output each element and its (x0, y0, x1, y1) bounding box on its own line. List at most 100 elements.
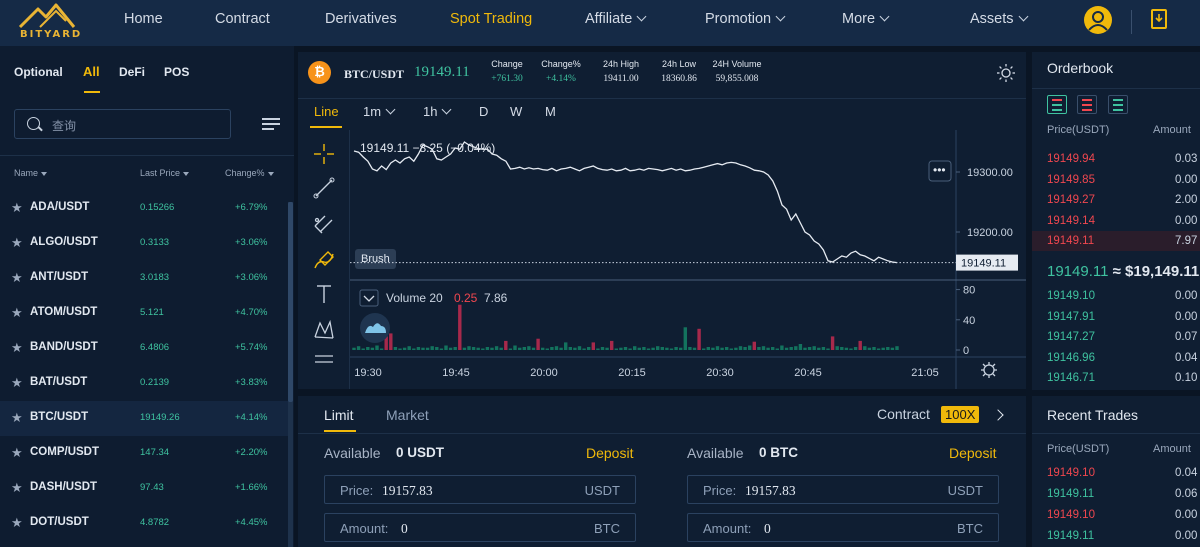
col-change[interactable]: Change% (225, 168, 274, 178)
orderbook-both-view-icon[interactable] (1047, 95, 1067, 114)
price-chart[interactable]: 19300.00 19200.00 19149.11 80 40 0 19:30 19:45 2… (350, 130, 1026, 389)
star-icon[interactable]: ★ (11, 411, 23, 426)
market-row[interactable]: ★ DOT/USDT 4.8782 +4.45% (0, 506, 288, 541)
fork-tool-icon[interactable] (312, 212, 336, 236)
crosshair-icon[interactable] (312, 142, 336, 166)
measure-tool-icon[interactable] (312, 350, 336, 374)
star-icon[interactable]: ★ (11, 201, 23, 216)
buy-deposit-link[interactable]: Deposit (586, 445, 634, 461)
sell-price-input[interactable]: Price: 19157.83 USDT (687, 475, 999, 504)
market-row[interactable]: ★ ANT/USDT 3.0183 +3.06% (0, 261, 288, 296)
orderbook-bids-view-icon[interactable] (1108, 95, 1128, 114)
timeframe-1h[interactable]: 1h (423, 104, 452, 119)
buy-amount-input[interactable]: Amount: 0 BTC (324, 513, 636, 542)
ask-row[interactable]: 19149.14 0.00 (1032, 211, 1200, 231)
change-percent: +2.20% (235, 447, 268, 458)
star-icon[interactable]: ★ (11, 481, 23, 496)
col-name-label: Name (14, 168, 39, 178)
volume-bar (872, 347, 876, 350)
volume-bar (531, 347, 536, 350)
market-row[interactable]: ★ COMP/USDT 147.34 +2.20% (0, 436, 288, 471)
volume-collapse-button[interactable] (359, 289, 379, 307)
ask-row[interactable]: 19149.94 0.03 (1032, 149, 1200, 169)
nav-home[interactable]: Home (124, 11, 163, 27)
volume-bar (448, 347, 453, 350)
volume-bar (361, 348, 365, 350)
nav-promotion[interactable]: Promotion (705, 11, 786, 27)
tab-market[interactable]: Market (386, 407, 429, 423)
nav-derivatives[interactable]: Derivatives (325, 11, 397, 27)
bityard-logo[interactable]: BITYARD (16, 3, 80, 41)
nav-spot-trading[interactable]: Spot Trading (450, 11, 533, 27)
brush-icon[interactable] (312, 248, 336, 272)
price-line (353, 141, 898, 264)
ask-row[interactable]: 19149.27 2.00 (1032, 190, 1200, 210)
volume-bar (425, 347, 430, 350)
bid-row[interactable]: 19146.96 0.04 (1032, 348, 1200, 368)
bid-row[interactable]: 19146.71 0.10 (1032, 368, 1200, 388)
tab-all[interactable]: All (83, 64, 100, 79)
col-name[interactable]: Name (14, 168, 48, 178)
chart-options-button[interactable] (928, 160, 952, 182)
col-last-price[interactable]: Last Price (140, 168, 190, 178)
tab-optional[interactable]: Optional (14, 65, 63, 79)
star-icon[interactable]: ★ (11, 236, 23, 251)
line-tool-icon[interactable] (312, 176, 336, 200)
timeframe-d[interactable]: D (479, 104, 489, 119)
volume-bar (826, 348, 830, 350)
more-options-icon[interactable]: ••• (933, 163, 946, 177)
pattern-tool-icon[interactable] (312, 318, 336, 342)
settings-gear-icon[interactable] (983, 364, 995, 376)
star-icon[interactable]: ★ (11, 516, 23, 531)
market-row[interactable]: ★ BAND/USDT 6.4806 +5.74% (0, 331, 288, 366)
timeframe-m[interactable]: M (545, 104, 556, 119)
ask-price: 19149.11 (1047, 235, 1095, 247)
nav-assets[interactable]: Assets (970, 11, 1028, 27)
star-icon[interactable]: ★ (11, 271, 23, 286)
tab-pos[interactable]: POS (164, 65, 190, 79)
market-row[interactable]: ★ DASH/USDT 97.43 +1.66% (0, 471, 288, 506)
scrollbar-thumb[interactable] (288, 202, 293, 402)
volume-bar (803, 347, 807, 350)
star-icon[interactable]: ★ (11, 376, 23, 391)
divider (298, 433, 1026, 434)
theme-toggle-icon[interactable] (997, 64, 1015, 82)
buy-price-input[interactable]: Price: 19157.83 USDT (324, 475, 636, 504)
sell-price-unit: USDT (947, 483, 983, 498)
leverage-badge[interactable]: 100X (941, 406, 980, 423)
bid-row[interactable]: 19147.27 0.07 (1032, 327, 1200, 347)
tab-limit[interactable]: Limit (324, 407, 354, 423)
market-search-input[interactable]: 查询 (14, 109, 231, 139)
nav-more[interactable]: More (842, 11, 890, 27)
user-avatar-icon[interactable] (1084, 6, 1112, 34)
timeframe-line[interactable]: Line (314, 104, 339, 119)
market-row[interactable]: ★ ADA/USDT 0.15266 +6.79% (0, 191, 288, 226)
chevron-right-icon[interactable] (992, 409, 1004, 421)
list-filter-icon[interactable] (262, 117, 280, 131)
ask-row[interactable]: 19149.11 7.97 (1032, 231, 1200, 251)
market-row[interactable]: ★ ATOM/USDT 5.121 +4.70% (0, 296, 288, 331)
star-icon[interactable]: ★ (11, 446, 23, 461)
nav-affiliate[interactable]: Affiliate (585, 11, 647, 27)
ask-row[interactable]: 19149.85 0.00 (1032, 170, 1200, 190)
scrollbar[interactable] (288, 202, 293, 547)
timeframe-1m[interactable]: 1m (363, 104, 396, 119)
market-row[interactable]: ★ BAT/USDT 0.2139 +3.83% (0, 366, 288, 401)
text-tool-icon[interactable] (312, 282, 336, 306)
download-app-icon[interactable] (1151, 9, 1167, 29)
star-icon[interactable]: ★ (11, 306, 23, 321)
tab-defi[interactable]: DeFi (119, 65, 146, 79)
buy-available-label: Available (324, 445, 381, 461)
star-icon[interactable]: ★ (11, 341, 23, 356)
sell-amount-input[interactable]: Amount: 0 BTC (687, 513, 999, 542)
trade-row: 19149.10 0.00 (1032, 505, 1200, 525)
market-row[interactable]: ★ ALGO/USDT 0.3133 +3.06% (0, 226, 288, 261)
bid-row[interactable]: 19147.91 0.00 (1032, 307, 1200, 327)
market-row[interactable]: ★ BTC/USDT 19149.26 +4.14% (0, 401, 288, 436)
bid-row[interactable]: 19149.10 0.00 (1032, 286, 1200, 306)
sell-deposit-link[interactable]: Deposit (949, 445, 997, 461)
contract-link[interactable]: Contract (877, 406, 930, 422)
orderbook-asks-view-icon[interactable] (1077, 95, 1097, 114)
timeframe-w[interactable]: W (510, 104, 523, 119)
nav-contract[interactable]: Contract (215, 11, 270, 27)
